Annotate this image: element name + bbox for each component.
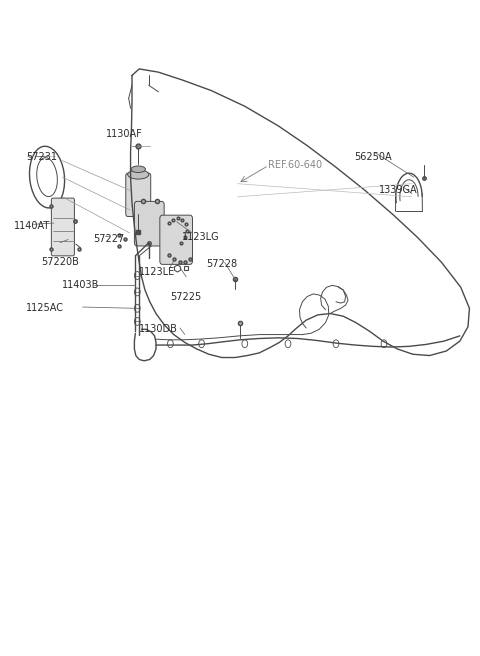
Text: 57227: 57227 <box>94 234 125 245</box>
Text: 1140AT: 1140AT <box>14 221 51 232</box>
FancyBboxPatch shape <box>160 215 192 264</box>
Text: 1130DB: 1130DB <box>139 324 178 335</box>
Text: REF.60-640: REF.60-640 <box>268 160 322 171</box>
Text: 57220B: 57220B <box>41 257 79 268</box>
Text: 1339GA: 1339GA <box>379 185 418 195</box>
FancyBboxPatch shape <box>134 201 164 246</box>
Text: 56250A: 56250A <box>354 152 392 163</box>
FancyBboxPatch shape <box>126 173 151 216</box>
Text: 11403B: 11403B <box>62 280 100 291</box>
Text: 1123LE: 1123LE <box>139 267 176 277</box>
Ellipse shape <box>128 170 149 179</box>
Text: 1125AC: 1125AC <box>26 303 64 314</box>
Text: 57225: 57225 <box>170 291 202 302</box>
FancyBboxPatch shape <box>51 198 74 256</box>
Text: 57228: 57228 <box>206 258 238 269</box>
Text: 1130AF: 1130AF <box>106 129 143 140</box>
Ellipse shape <box>131 166 145 173</box>
Text: 57231: 57231 <box>26 152 58 163</box>
Text: 1123LG: 1123LG <box>182 232 220 243</box>
